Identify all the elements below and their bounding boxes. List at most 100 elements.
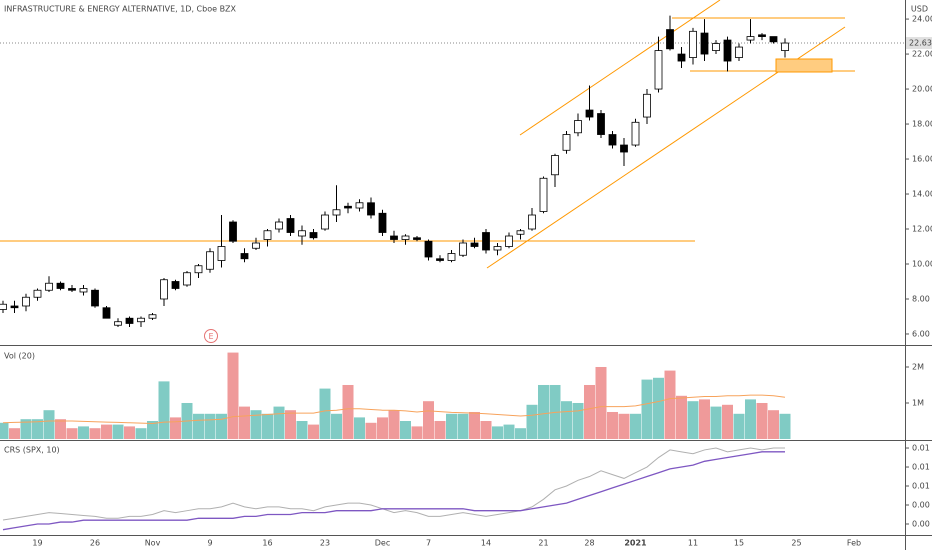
candle-body [608, 134, 617, 146]
y-tick-label: 2M [912, 362, 924, 371]
candle-body [275, 221, 283, 230]
candle-body [574, 120, 582, 134]
volume-bar [273, 406, 285, 439]
currency-label: USD [911, 5, 928, 14]
volume-bar [89, 428, 101, 439]
channel-upper [519, 0, 721, 136]
x-tick-label: 23 [320, 539, 330, 548]
x-tick-label: 15 [734, 539, 744, 548]
volume-bar [664, 370, 676, 439]
candle-body [355, 202, 364, 209]
volume-bar [446, 413, 457, 439]
candle-body [493, 246, 502, 251]
candle-body [102, 307, 111, 319]
volume-bar [584, 384, 595, 439]
volume-bar [158, 381, 170, 439]
candle-body [505, 235, 513, 247]
volume-bar [319, 388, 331, 439]
crs-line [2, 451, 785, 531]
x-tick-label: 19 [32, 539, 42, 548]
volume-bar [676, 395, 687, 439]
volume-bar [170, 417, 181, 439]
candle-body [22, 296, 30, 307]
earnings-marker[interactable] [204, 329, 218, 343]
volume-label: Vol (20) [4, 352, 35, 361]
volume-bar [354, 417, 365, 439]
candle-body [137, 317, 145, 323]
y-tick-label: 10.00 [912, 259, 932, 268]
volume-bar [78, 426, 89, 439]
volume-bar [745, 399, 756, 439]
candle-body [309, 232, 318, 239]
y-tick-label: 24.00 [912, 15, 932, 24]
volume-bar [262, 413, 273, 439]
y-tick-label: 0.00 [912, 519, 930, 528]
volume-bar [296, 420, 308, 439]
candle-body [33, 289, 42, 298]
volume-bar [32, 419, 43, 439]
candle-body [597, 113, 605, 135]
volume-bar [147, 420, 158, 439]
candle-body [68, 288, 76, 291]
candle-body [390, 235, 398, 240]
volume-bar [400, 420, 411, 439]
volume-bar [768, 410, 779, 439]
last-price-label: 22.63 [909, 39, 932, 48]
volume-bar [457, 413, 469, 439]
x-tick-label: 14 [481, 539, 491, 548]
x-tick-label: 25 [791, 539, 801, 548]
volume-bar [492, 426, 503, 439]
candle-body [401, 235, 410, 240]
earnings-label[interactable]: E [208, 332, 213, 341]
volume-bar [641, 379, 653, 439]
candle-body [470, 242, 479, 247]
candle-body [516, 230, 525, 235]
candle-body [424, 240, 433, 258]
candle-body [585, 109, 594, 118]
candle-body [125, 317, 134, 324]
candle-body [459, 242, 467, 256]
volume-bar [388, 410, 400, 439]
candle-body [344, 205, 352, 209]
volume-bar [434, 420, 446, 439]
x-tick-label: 16 [262, 539, 272, 548]
volume-bar [503, 424, 515, 439]
volume-bar [699, 399, 710, 439]
candle-body [378, 212, 387, 233]
volume-bar [365, 422, 377, 439]
y-tick-label: 12.00 [912, 225, 932, 234]
candle-body [45, 282, 53, 291]
candle-body [183, 272, 191, 286]
volume-bar [216, 413, 227, 439]
candle-body [643, 93, 651, 118]
volume-bar [710, 406, 722, 439]
volume-bar [538, 384, 549, 439]
candle-body [539, 177, 548, 212]
volume-bar [561, 401, 572, 439]
volume-bar [779, 413, 791, 439]
x-tick-label: Dec [375, 539, 390, 548]
volume-bar [250, 410, 262, 439]
volume-bar [630, 413, 641, 439]
candle-body [746, 36, 755, 41]
volume-bar [66, 428, 78, 439]
volume-bar [756, 402, 768, 439]
y-tick-label: 0.01 [912, 482, 930, 491]
candle-body [240, 253, 249, 260]
y-tick-label: 0.01 [912, 463, 930, 472]
x-tick-label: 28 [584, 539, 594, 548]
x-tick-label: 11 [688, 539, 698, 548]
y-tick-label: 20.00 [912, 85, 932, 94]
candle-body [758, 34, 766, 37]
volume-bar [595, 366, 607, 439]
y-tick-label: 6.00 [912, 329, 930, 338]
candle-body [735, 46, 743, 58]
volume-bar [331, 413, 342, 439]
candle-body [298, 230, 306, 237]
volume-bar [204, 413, 216, 439]
volume-bar [377, 417, 388, 439]
candle-body [620, 144, 628, 153]
